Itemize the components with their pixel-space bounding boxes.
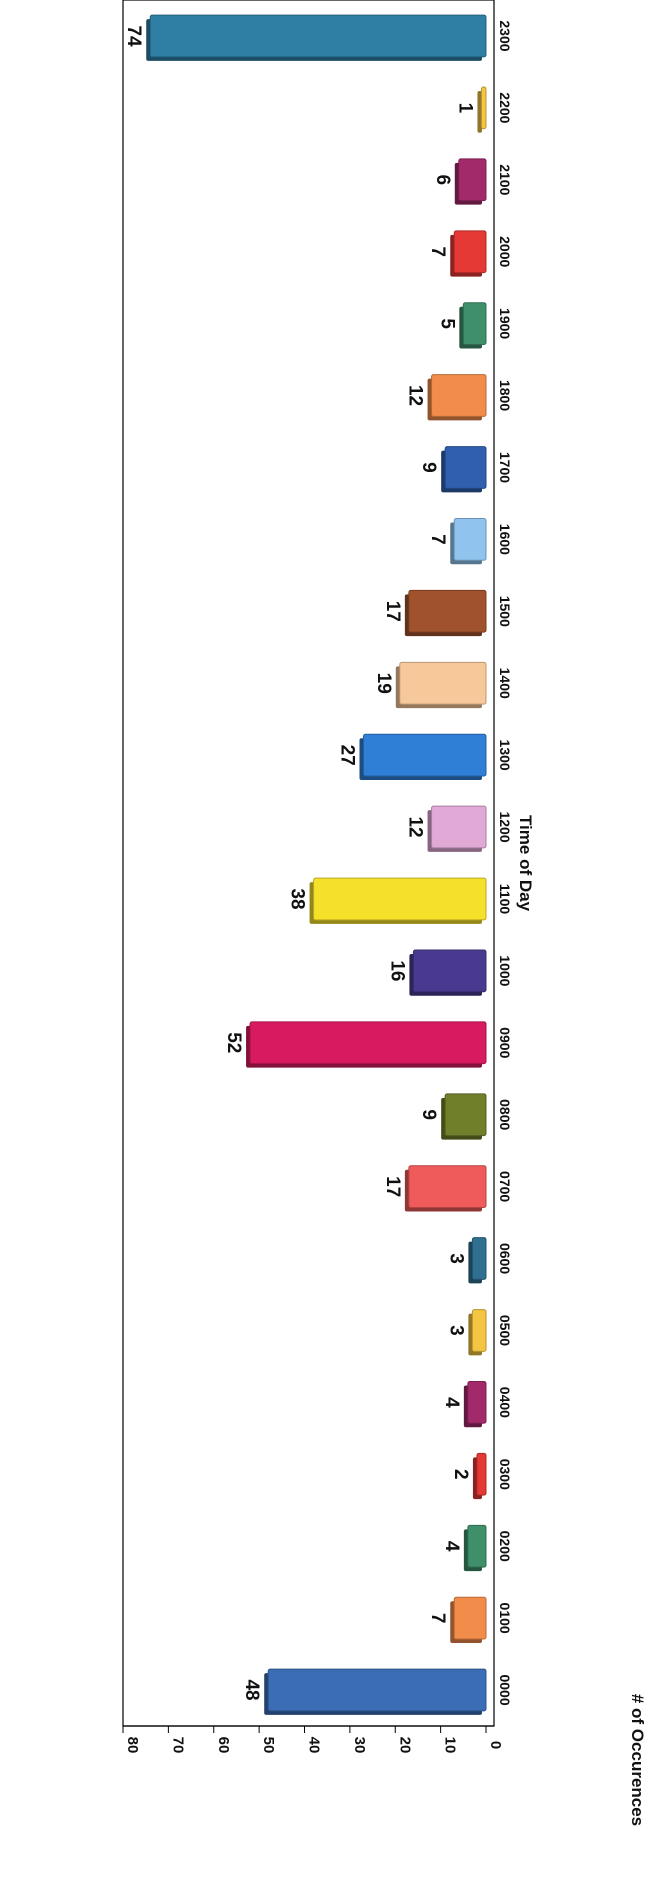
bars-group [146, 14, 487, 1715]
category-label: 0200 [497, 1531, 513, 1562]
value-label: 7 [427, 1613, 448, 1624]
category-label: 1600 [497, 524, 513, 555]
bar-1900 [462, 302, 487, 345]
bar-2000 [453, 230, 487, 274]
category-label: 0300 [497, 1459, 513, 1490]
value-label: 1 [454, 103, 475, 114]
category-label: 1400 [497, 668, 513, 699]
value-label: 19 [373, 673, 394, 694]
bar-1000 [412, 949, 487, 993]
category-label: 1200 [497, 811, 513, 842]
bar-2300 [149, 14, 487, 58]
value-label: 4 [441, 1397, 462, 1408]
bar-0700 [408, 1165, 487, 1208]
category-label: 0000 [497, 1674, 513, 1705]
category-label: 0700 [497, 1171, 513, 1202]
value-label: 16 [386, 960, 407, 981]
bar-1500 [408, 589, 487, 633]
value-label: 27 [336, 745, 357, 766]
value-label: 7 [427, 246, 448, 257]
value-axis-ticks: 0 10 20 30 40 50 60 70 80 [122, 1726, 504, 1754]
bar-0300 [476, 1452, 487, 1496]
bar-0100 [453, 1596, 487, 1640]
value-label: 52 [223, 1032, 244, 1053]
value-label: 7 [427, 534, 448, 545]
bar-1600 [453, 518, 487, 561]
value-label: 12 [405, 385, 426, 406]
bar-1300 [362, 733, 487, 777]
bar-0800 [444, 1093, 487, 1137]
value-tick-label: 20 [396, 1737, 413, 1754]
bar-1400 [399, 661, 487, 705]
value-tick-label: 0 [487, 1741, 504, 1749]
value-label: 5 [436, 318, 457, 329]
category-label: 1300 [497, 740, 513, 771]
category-label: 1500 [497, 596, 513, 627]
value-label: 3 [445, 1253, 466, 1264]
value-tick-label: 60 [215, 1737, 232, 1754]
category-label: 0800 [497, 1099, 513, 1130]
y-axis-title: # of Occurences [628, 1694, 647, 1826]
bar-1800 [431, 374, 487, 417]
x-axis-title: Time of Day [516, 815, 535, 912]
bar-0600 [471, 1237, 487, 1280]
category-label: 1900 [497, 308, 513, 339]
category-label: 0100 [497, 1603, 513, 1634]
value-tick-label: 30 [351, 1737, 368, 1754]
category-label: 1700 [497, 452, 513, 483]
value-label: 17 [382, 601, 403, 622]
category-label: 2300 [497, 20, 513, 51]
category-labels: 0000 0100 0200 0300 0400 0500 0600 0700 0800 0900… [497, 20, 513, 1705]
value-label: 48 [241, 1679, 262, 1700]
value-label: 2 [450, 1469, 471, 1480]
category-label: 2200 [497, 92, 513, 123]
bar-2200 [480, 86, 487, 130]
plot-frame [122, 0, 495, 1727]
value-tick-label: 10 [442, 1737, 459, 1754]
value-label: 3 [445, 1325, 466, 1336]
bar-1200 [431, 805, 487, 849]
bar-0900 [249, 1021, 487, 1065]
category-label: 1100 [497, 884, 513, 915]
value-label: 9 [418, 462, 439, 473]
value-label: 4 [441, 1541, 462, 1552]
bar-depth [477, 91, 482, 133]
category-label: 0900 [497, 1027, 513, 1058]
category-label: 0600 [497, 1243, 513, 1274]
bar-0500 [471, 1309, 487, 1352]
value-label: 74 [123, 25, 144, 47]
value-label: 6 [432, 175, 453, 186]
bar-0400 [467, 1381, 487, 1424]
category-label: 1000 [497, 955, 513, 986]
category-label: 2100 [497, 164, 513, 195]
value-tick-label: 40 [306, 1737, 323, 1754]
bar-0000 [267, 1668, 487, 1712]
value-tick-label: 70 [169, 1737, 186, 1754]
category-label: 2000 [497, 236, 513, 267]
value-label: 38 [287, 888, 308, 909]
bar-1700 [444, 446, 487, 489]
category-label: 0500 [497, 1315, 513, 1346]
value-tick-label: 50 [260, 1737, 277, 1754]
value-tick-label: 80 [124, 1737, 141, 1754]
value-label: 9 [418, 1109, 439, 1120]
category-label: 1800 [497, 380, 513, 411]
bar-0200 [467, 1524, 487, 1568]
value-label: 12 [405, 816, 426, 837]
bar-1100 [313, 877, 487, 921]
value-label: 17 [382, 1176, 403, 1197]
category-label: 0400 [497, 1387, 513, 1418]
bar-2100 [458, 158, 487, 202]
